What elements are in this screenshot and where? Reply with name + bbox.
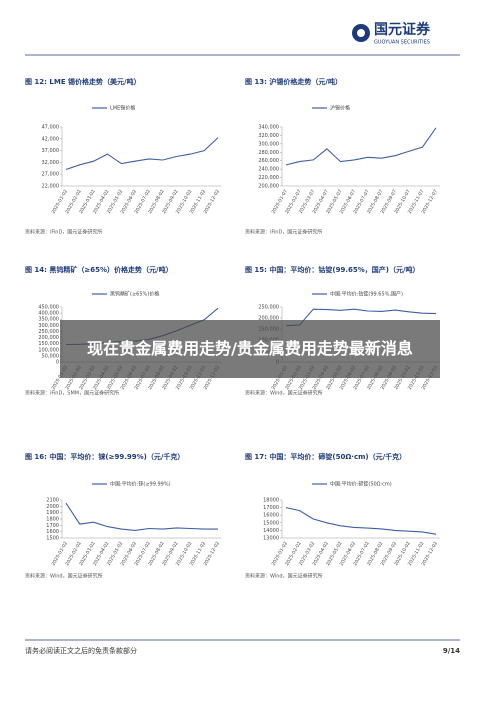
y-tick-label: 250,000: [258, 305, 279, 311]
y-tick-label: 16000: [263, 513, 279, 519]
y-tick-label: 200,000: [258, 316, 279, 322]
figure-source: 资料来源：Wind，国元证券研究所: [245, 390, 323, 397]
y-tick-label: 1600: [46, 529, 59, 535]
y-tick-label: 300,000: [38, 323, 59, 329]
figure-source: 资料来源：Wind，国元证券研究所: [25, 573, 103, 580]
y-tick-label: 2000: [46, 504, 59, 510]
y-tick-label: 2100: [46, 498, 59, 504]
y-tick-label: 50,000: [42, 353, 60, 359]
y-tick-label: 150,000: [38, 341, 59, 347]
y-tick-label: 1500: [46, 536, 59, 542]
overlay-title: 现在贵金属费用走势/贵金属费用走势最新消息: [87, 339, 413, 358]
figure-title: 图 12: LME 锡价格走势（美元/吨）: [25, 77, 141, 86]
figure-source: 资料来源：iFinD，国元证券研究所: [25, 229, 102, 236]
y-tick-label: 0: [56, 360, 59, 366]
logo-cn: 国元证券: [374, 21, 431, 38]
y-tick-label: 47,000: [42, 125, 60, 131]
price-line: [65, 137, 219, 171]
figure-source: 资料来源：iFinD，国元证券研究所: [245, 229, 322, 236]
price-line: [285, 308, 437, 327]
price-line: [285, 127, 437, 166]
y-tick-label: 1900: [46, 510, 59, 516]
figure-source: 资料来源：iFinD，SMM，国元证券研究所: [25, 390, 119, 397]
y-tick-label: 240,000: [258, 167, 279, 173]
price-line: [65, 502, 218, 531]
y-tick-label: 340,000: [258, 125, 279, 131]
legend-label: 中国:平均价:碲锭(50Ω·cm): [330, 481, 392, 488]
legend-label: LME锡价格: [110, 105, 135, 112]
overlay-banner: 现在贵金属费用走势/贵金属费用走势最新消息: [60, 320, 440, 378]
y-tick-label: 32,000: [42, 160, 60, 166]
y-tick-label: 350,000: [38, 317, 59, 323]
y-tick-label: 220,000: [258, 175, 279, 181]
y-tick-label: 1700: [46, 523, 59, 529]
y-tick-label: 22,000: [42, 184, 60, 190]
legend-label: 黑钨精矿(≥65%)价格: [110, 291, 159, 298]
figure-title: 图 15: 中国：平均价：钴锭(99.65%，国产)（元/吨）: [245, 265, 420, 274]
legend-label: 中国:平均价:钴锭(99.65%,国产): [330, 291, 403, 298]
y-tick-label: 200,000: [38, 335, 59, 341]
y-tick-label: 280,000: [258, 150, 279, 156]
figure-title: 图 16: 中国：平均价：铼(≥99.99%)（元/千克）: [25, 452, 184, 461]
page-number: 9/14: [443, 647, 460, 655]
figure-title: 图 13: 沪锡价格走势（元/吨）: [245, 77, 342, 86]
footer-disclaimer: 请务必阅读正文之后的免责条款部分: [25, 646, 137, 655]
y-tick-label: 100,000: [38, 347, 59, 353]
legend-label: 中国:平均价:铼(≥99.99%): [110, 481, 171, 488]
y-tick-label: 320,000: [258, 133, 279, 139]
y-tick-label: 200,000: [258, 184, 279, 190]
y-tick-label: 17000: [263, 505, 279, 511]
y-tick-label: 42,000: [42, 136, 60, 142]
logo-en: GUOYUAN SECURITIES: [374, 40, 430, 46]
logo-icon-inner: [357, 29, 365, 37]
price-line: [285, 507, 437, 535]
y-tick-label: 13000: [263, 536, 279, 542]
y-tick-label: 14000: [263, 528, 279, 534]
y-tick-label: 400,000: [38, 311, 59, 317]
y-tick-label: 37,000: [42, 148, 60, 154]
figure-title: 图 14: 黑钨精矿（≥65%）价格走势（元/吨）: [25, 265, 173, 274]
y-tick-label: 250,000: [38, 329, 59, 335]
y-tick-label: 1800: [46, 517, 59, 523]
y-tick-label: 450,000: [38, 305, 59, 311]
y-tick-label: 260,000: [258, 158, 279, 164]
y-tick-label: 27,000: [42, 172, 60, 178]
y-tick-label: 300,000: [258, 141, 279, 147]
figure-title: 图 17: 中国：平均价：碲锭(50Ω·cm)（元/千克）: [245, 452, 406, 461]
figure-source: 资料来源：Wind，国元证券研究所: [245, 573, 323, 580]
y-tick-label: 15000: [263, 520, 279, 526]
legend-label: 沪锡价格: [330, 105, 350, 112]
y-tick-label: 18000: [263, 498, 279, 504]
